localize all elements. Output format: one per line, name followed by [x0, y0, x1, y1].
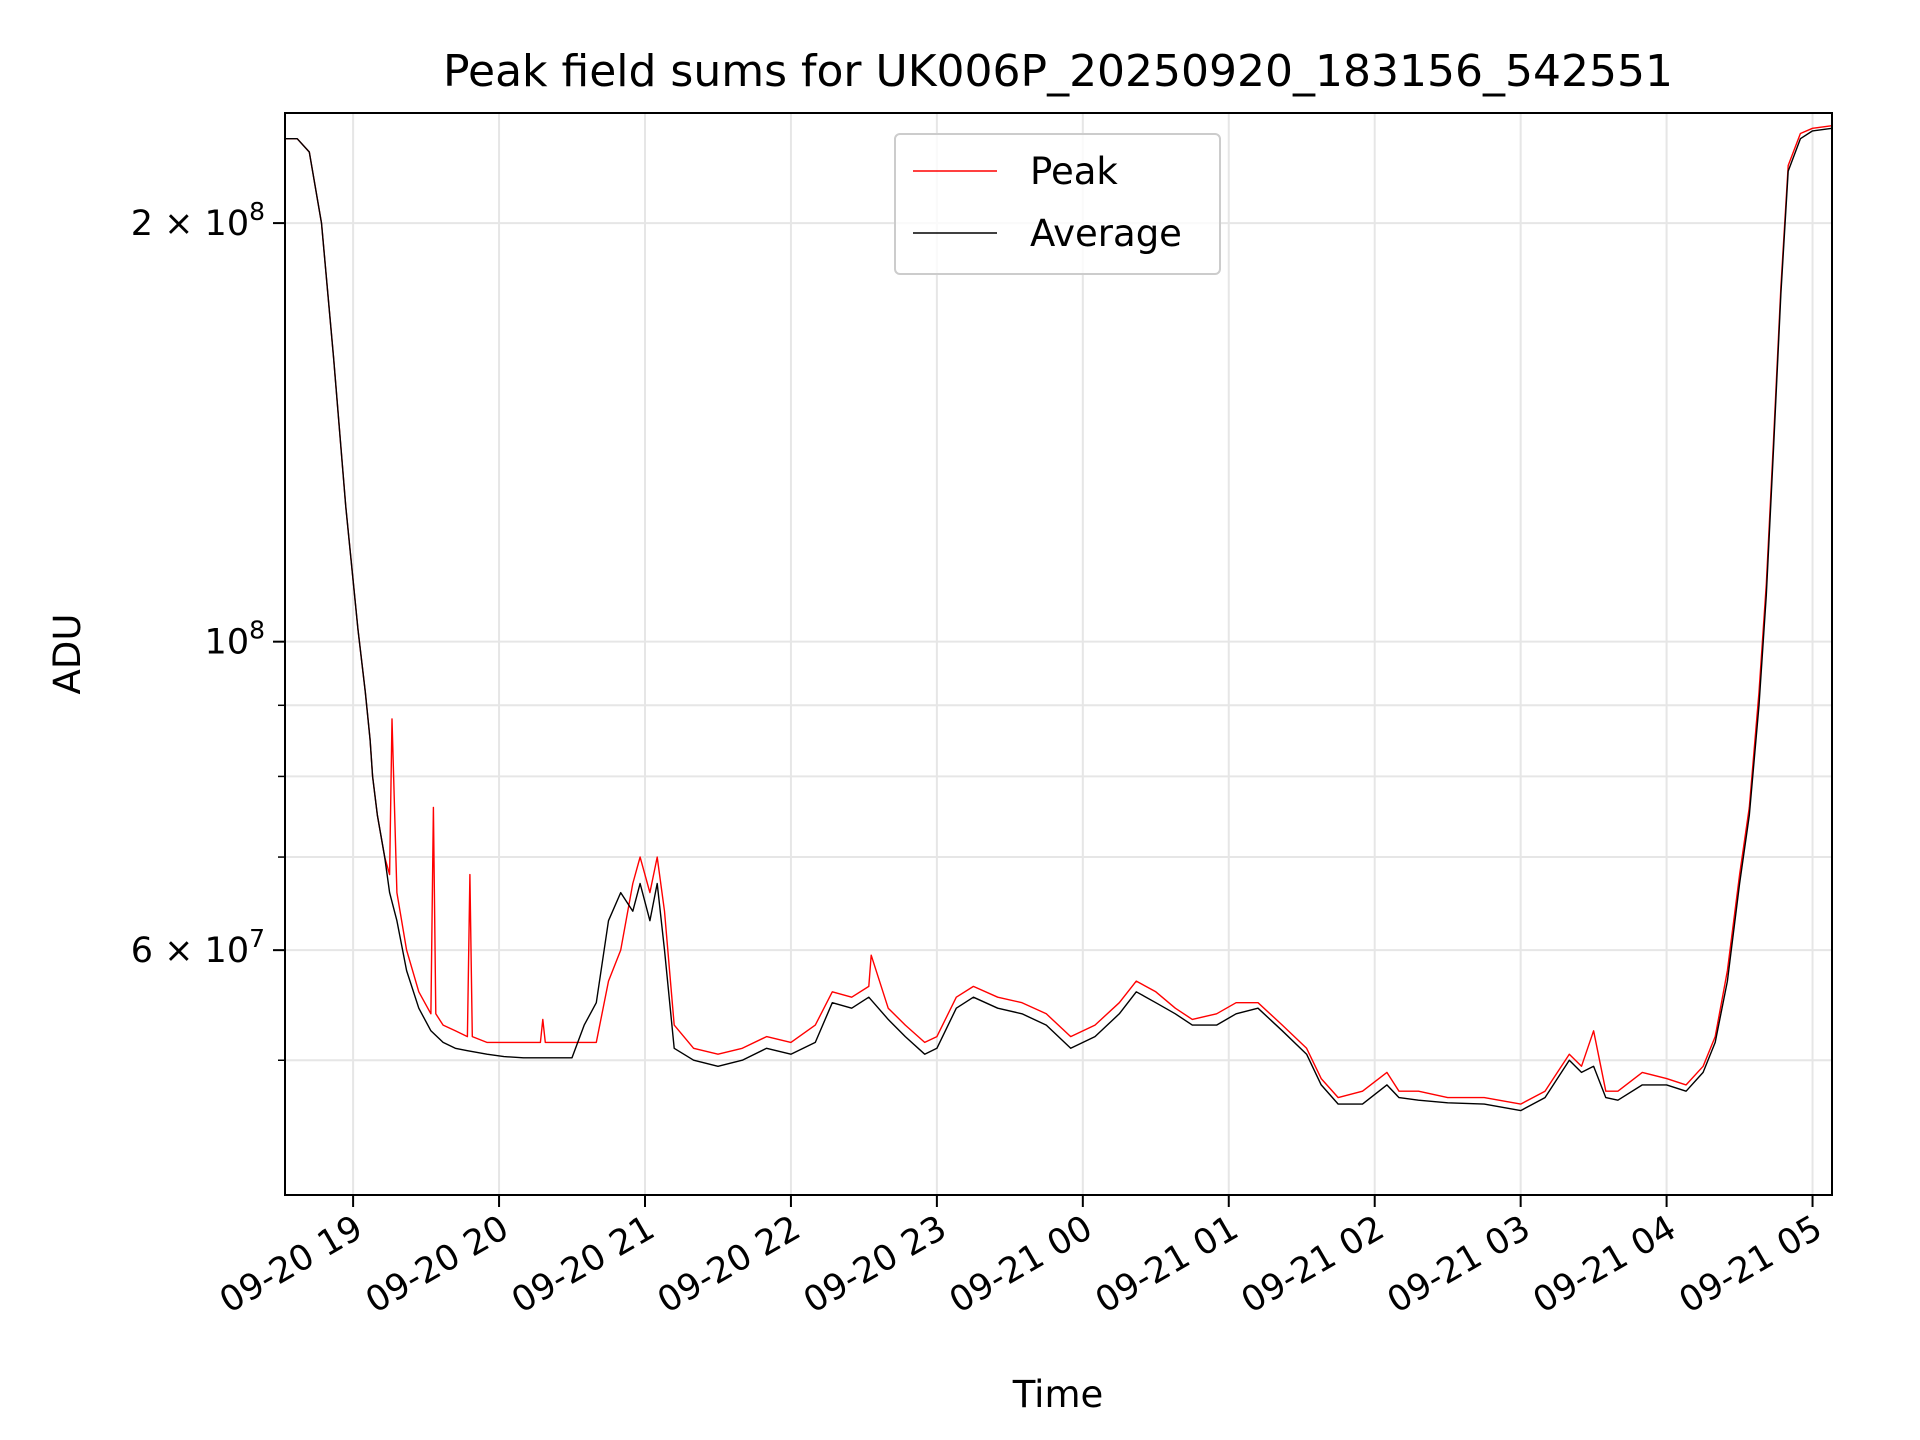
- y-tick-base: 2 × 10: [131, 204, 249, 244]
- legend-label-peak: Peak: [1030, 150, 1118, 193]
- y-tick-base: 10: [205, 623, 250, 663]
- series-layer: [285, 125, 1833, 1112]
- series-line-peak: [285, 125, 1833, 1105]
- y-axis-label: ADU: [46, 614, 89, 695]
- y-tick-label: 2 × 108: [131, 197, 265, 244]
- x-axis-label: Time: [1012, 1373, 1104, 1416]
- y-tick-base: 6 × 10: [131, 931, 249, 971]
- y-tick-exponent: 8: [249, 197, 265, 226]
- legend-box: [894, 133, 1221, 275]
- chart-title: Peak field sums for UK006P_20250920_1831…: [443, 46, 1673, 97]
- series-line-average: [285, 127, 1833, 1112]
- grid-lines: [285, 113, 1832, 1195]
- y-tick-label: 108: [205, 616, 265, 663]
- legend-label-average: Average: [1030, 212, 1182, 255]
- plot-frame: [284, 112, 1833, 1196]
- y-tick-label: 6 × 107: [131, 924, 265, 971]
- y-tick-exponent: 7: [249, 924, 265, 953]
- y-tick-exponent: 8: [249, 616, 265, 645]
- legend: Peak Average: [894, 133, 1221, 275]
